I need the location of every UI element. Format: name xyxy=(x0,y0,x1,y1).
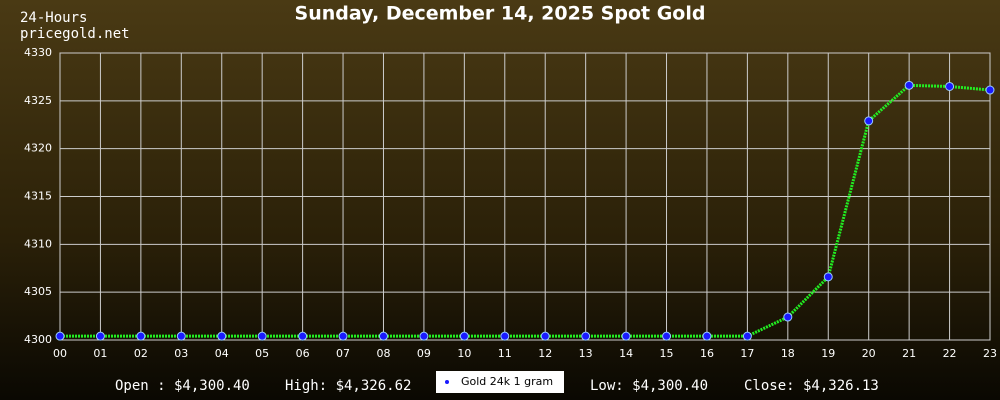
data-point xyxy=(662,331,672,341)
data-point xyxy=(742,331,752,341)
x-tick-label: 09 xyxy=(417,347,431,360)
x-tick-label: 02 xyxy=(134,347,148,360)
data-point xyxy=(500,331,510,341)
x-tick-label: 17 xyxy=(740,347,754,360)
x-tick-label: 01 xyxy=(93,347,107,360)
data-point xyxy=(904,80,914,90)
y-tick-label: 4310 xyxy=(24,237,52,250)
x-tick-label: 08 xyxy=(376,347,390,360)
x-tick-label: 07 xyxy=(336,347,350,360)
data-point xyxy=(459,331,469,341)
stat-close: Close: $4,326.13 xyxy=(744,378,879,394)
x-tick-label: 23 xyxy=(983,347,997,360)
x-tick-label: 19 xyxy=(821,347,835,360)
x-tick-label: 05 xyxy=(255,347,269,360)
data-point xyxy=(136,331,146,341)
x-tick-label: 06 xyxy=(296,347,310,360)
stat-low: Low: $4,300.40 xyxy=(590,378,708,394)
data-point xyxy=(864,116,874,126)
y-tick-label: 4300 xyxy=(24,333,52,346)
data-line xyxy=(60,83,991,338)
data-point xyxy=(419,331,429,341)
x-tick-label: 21 xyxy=(902,347,916,360)
y-tick-label: 4305 xyxy=(24,285,52,298)
data-point xyxy=(783,312,793,322)
x-tick-label: 12 xyxy=(538,347,552,360)
source-label: pricegold.net xyxy=(20,26,130,42)
data-point xyxy=(217,331,227,341)
x-tick-label: 18 xyxy=(781,347,795,360)
data-point xyxy=(702,331,712,341)
y-tick-label: 4330 xyxy=(24,46,52,59)
x-tick-label: 14 xyxy=(619,347,633,360)
data-point xyxy=(298,331,308,341)
x-tick-label: 20 xyxy=(862,347,876,360)
data-point xyxy=(945,81,955,91)
data-point xyxy=(540,331,550,341)
stat-open: Open : $4,300.40 xyxy=(115,378,250,394)
data-point xyxy=(823,272,833,282)
data-point xyxy=(581,331,591,341)
x-tick-label: 22 xyxy=(943,347,957,360)
x-tick-label: 10 xyxy=(457,347,471,360)
x-tick-label: 11 xyxy=(498,347,512,360)
y-tick-label: 4320 xyxy=(24,142,52,155)
data-point xyxy=(338,331,348,341)
x-tick-label: 13 xyxy=(579,347,593,360)
x-tick-label: 00 xyxy=(53,347,67,360)
legend-label: Gold 24k 1 gram xyxy=(461,375,553,388)
x-tick-label: 15 xyxy=(660,347,674,360)
data-point xyxy=(257,331,267,341)
x-tick-label: 16 xyxy=(700,347,714,360)
stat-high: High: $4,326.62 xyxy=(285,378,411,394)
data-point xyxy=(176,331,186,341)
x-tick-label: 04 xyxy=(215,347,229,360)
legend-box xyxy=(436,371,564,393)
y-tick-label: 4315 xyxy=(24,190,52,203)
period-label: 24-Hours xyxy=(20,10,87,26)
chart-title: Sunday, December 14, 2025 Spot Gold xyxy=(295,3,706,25)
legend-marker xyxy=(445,380,449,384)
data-point xyxy=(378,331,388,341)
data-point xyxy=(95,331,105,341)
data-point xyxy=(621,331,631,341)
data-point xyxy=(985,85,995,95)
x-tick-label: 03 xyxy=(174,347,188,360)
y-tick-label: 4325 xyxy=(24,94,52,107)
data-point xyxy=(55,331,65,341)
